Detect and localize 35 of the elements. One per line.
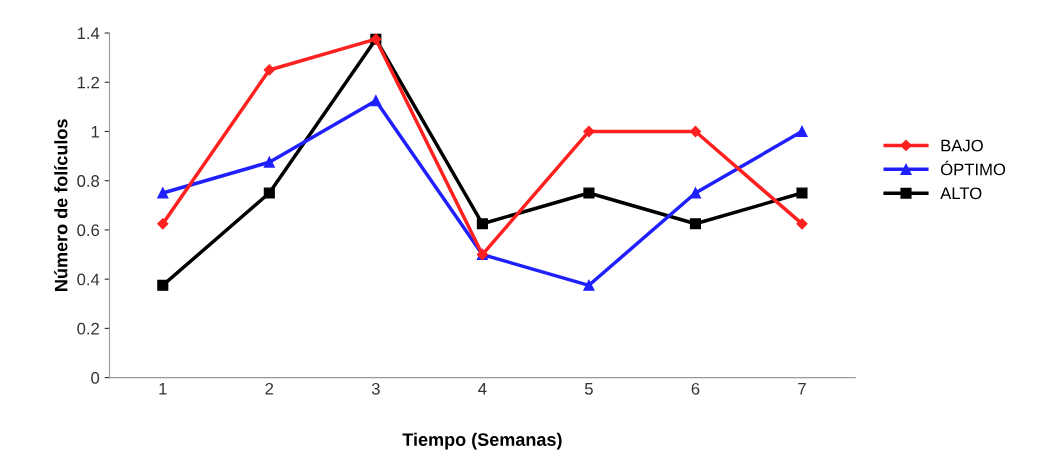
point <box>157 187 169 199</box>
point <box>370 95 382 107</box>
y-tick-label: 1.4 <box>77 27 100 40</box>
point <box>796 218 808 230</box>
y-tick-label: 0.4 <box>77 273 100 286</box>
point <box>689 218 702 230</box>
x-tick-label: 1 <box>159 383 167 395</box>
y-axis-title: Número de folículos <box>54 119 68 291</box>
x-tick-label: 3 <box>371 382 380 395</box>
x-tick-label: 7 <box>798 383 806 395</box>
legend-label: ÓPTIMO <box>940 160 1006 176</box>
point <box>476 218 488 230</box>
point <box>157 218 169 230</box>
y-tick-label: 0.2 <box>77 322 99 335</box>
y-tick-label: 0.8 <box>77 175 100 187</box>
point <box>583 125 595 138</box>
x-tick-label: 2 <box>265 382 274 395</box>
point <box>263 187 275 199</box>
point <box>583 187 595 199</box>
legend-label: BAJO <box>941 139 983 152</box>
y-tick-label: 1.2 <box>77 76 99 89</box>
x-tick-label: 4 <box>478 383 487 395</box>
x-tick-label: 6 <box>691 382 700 395</box>
x-tick-label: 5 <box>584 383 593 395</box>
point <box>263 156 275 168</box>
point <box>157 279 169 291</box>
legend-label: ALTO <box>940 187 982 200</box>
x-axis-title: Tiempo (Semanas) <box>402 432 562 450</box>
point <box>796 125 808 138</box>
y-tick-label: 1 <box>91 126 99 138</box>
point <box>796 187 808 199</box>
y-tick-label: 0.6 <box>77 224 100 237</box>
y-tick-label: 0 <box>91 372 100 384</box>
point <box>263 64 275 76</box>
point <box>583 279 595 291</box>
